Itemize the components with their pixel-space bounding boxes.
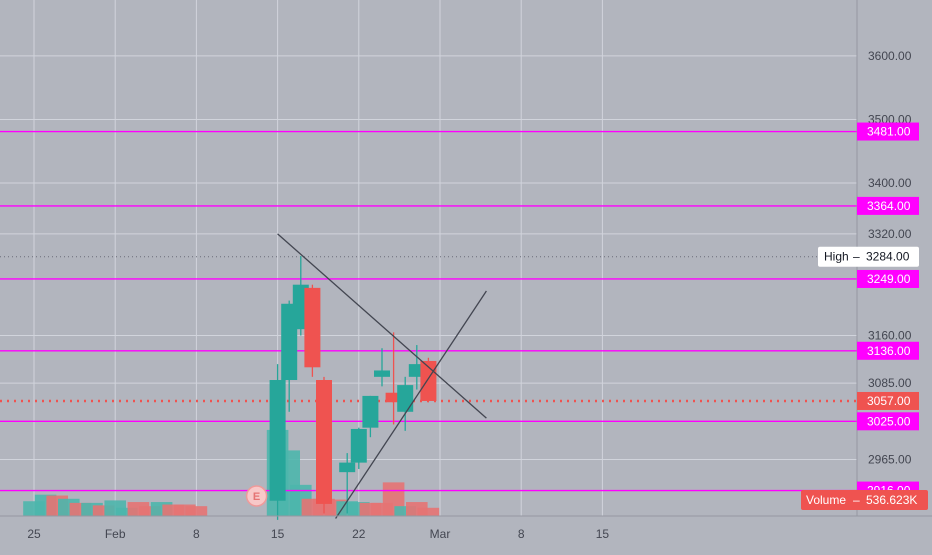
price-axis-tick-label: 3600.00 [868,49,912,63]
trend-line[interactable] [335,290,487,519]
time-axis-tick-label: 15 [271,527,285,541]
volume-bar [417,507,440,516]
volume-bar [162,504,184,516]
volume-bar [92,505,115,516]
price-axis-tick-label: 2965.00 [868,452,912,466]
level-price-badge: 3364.00 [867,199,911,213]
earnings-marker-icon[interactable] [245,485,268,507]
time-axis-tick-label: Feb [105,527,126,541]
last-price-badge-bg [857,391,919,410]
candle-body[interactable] [316,380,332,504]
level-price-badge: 3025.00 [867,414,911,428]
volume-badge-bg [801,490,928,510]
earnings-marker-label: E [253,491,260,503]
price-axis-tick-label: 3160.00 [868,329,912,343]
candle-body[interactable] [350,428,367,463]
axis-badges: 3481.003364.003249.003136.003025.002916.… [801,122,928,510]
time-axis-tick-label: 8 [518,527,525,541]
level-price-badge: 3249.00 [867,272,911,286]
candles[interactable] [269,256,437,520]
high-badge-bg [818,246,919,267]
price-axis-tick-label: 3320.00 [868,227,912,241]
time-axis-tick-label: Mar [430,527,451,541]
candle-body[interactable] [374,370,390,377]
level-price-badge: 3136.00 [867,344,911,358]
volume-bar [394,506,416,516]
last-price-badge: 3057.00 [867,394,911,408]
volume-badge-label: Volume [806,493,846,507]
time-axis-tick-label: 15 [596,527,610,541]
time-axis-tick-label: 8 [193,527,200,541]
volume-bar [174,504,196,516]
candle-body[interactable] [339,462,356,473]
candle-body[interactable] [362,395,379,428]
price-axis-tick-label: 3400.00 [868,176,912,190]
time-axis-tick-label: 25 [27,527,41,541]
level-price-badge-bg [857,269,919,288]
time-axis-tick-label: 22 [352,527,366,541]
volume-bar [139,506,161,516]
time-axis[interactable]: 25 Feb 8 15 22 Mar 8 15 [27,527,609,541]
candle-body[interactable] [385,392,402,403]
high-badge-label: High [824,250,849,264]
volume-badge-value: 536.623K [866,493,917,507]
level-price-badge-bg [857,412,919,431]
level-price-badge-bg [857,196,919,215]
level-price-badge-bg [857,341,919,360]
candle-body[interactable] [304,287,321,368]
candle-body[interactable] [269,380,286,501]
high-badge-separator: – [853,250,860,264]
trend-lines[interactable] [277,233,487,519]
level-price-badge: 3481.00 [867,125,911,139]
candle-body[interactable] [397,385,414,412]
volume-bar [116,507,138,516]
price-axis-tick-label: 3085.00 [868,376,912,390]
level-price-badge-bg [857,122,919,141]
trend-line[interactable] [277,233,487,419]
event-markers[interactable]: E [245,485,268,507]
volume-bar [185,506,208,516]
volume-badge-separator: – [853,493,860,507]
high-badge-value: 3284.00 [866,250,910,264]
